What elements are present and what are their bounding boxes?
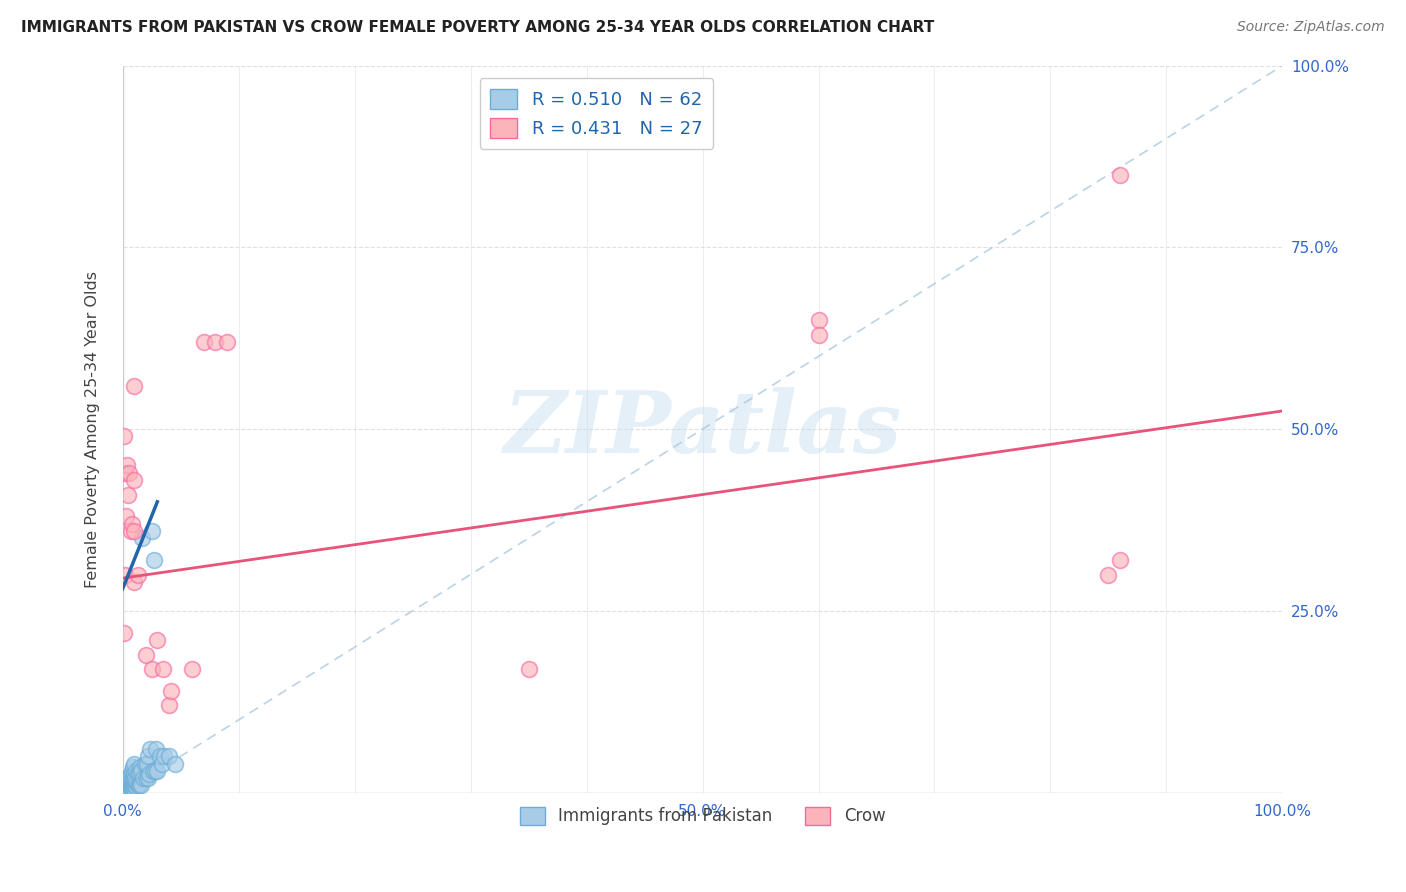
Point	[127, 567, 149, 582]
Point	[127, 767, 149, 781]
Point	[157, 698, 180, 713]
Point	[135, 648, 157, 662]
Point	[129, 760, 152, 774]
Point	[215, 334, 238, 349]
Point	[114, 567, 136, 582]
Point	[115, 782, 138, 797]
Point	[517, 662, 540, 676]
Point	[807, 327, 830, 342]
Point	[153, 749, 176, 764]
Point	[152, 662, 174, 676]
Point	[138, 767, 160, 781]
Point	[181, 662, 204, 676]
Point	[136, 749, 159, 764]
Point	[157, 749, 180, 764]
Point	[115, 782, 138, 797]
Point	[129, 764, 152, 778]
Point	[120, 524, 142, 538]
Point	[115, 509, 138, 524]
Point	[1097, 567, 1119, 582]
Point	[121, 516, 143, 531]
Point	[115, 458, 138, 473]
Point	[117, 778, 139, 792]
Point	[118, 772, 141, 787]
Point	[1109, 168, 1132, 182]
Point	[128, 778, 150, 792]
Point	[121, 764, 143, 778]
Point	[146, 764, 169, 778]
Legend: Immigrants from Pakistan, Crow: Immigrants from Pakistan, Crow	[509, 797, 896, 835]
Point	[1109, 553, 1132, 567]
Point	[122, 524, 145, 538]
Point	[122, 778, 145, 792]
Point	[117, 782, 139, 797]
Point	[141, 524, 163, 538]
Text: Source: ZipAtlas.com: Source: ZipAtlas.com	[1237, 20, 1385, 34]
Point	[122, 756, 145, 771]
Point	[163, 756, 186, 771]
Point	[122, 760, 145, 774]
Point	[122, 772, 145, 787]
Point	[122, 772, 145, 787]
Point	[118, 782, 141, 797]
Point	[124, 778, 146, 792]
Point	[142, 553, 165, 567]
Point	[204, 334, 226, 349]
Point	[134, 756, 156, 771]
Point	[114, 780, 136, 794]
Point	[129, 777, 152, 791]
Point	[122, 574, 145, 589]
Point	[122, 778, 145, 792]
Point	[128, 765, 150, 780]
Point	[114, 466, 136, 480]
Point	[121, 782, 143, 797]
Point	[120, 774, 142, 789]
Point	[118, 466, 141, 480]
Point	[117, 771, 139, 785]
Point	[145, 742, 167, 756]
Point	[125, 774, 148, 789]
Point	[129, 778, 152, 792]
Point	[142, 764, 165, 778]
Point	[139, 742, 162, 756]
Text: ZIPatlas: ZIPatlas	[503, 387, 901, 471]
Text: IMMIGRANTS FROM PAKISTAN VS CROW FEMALE POVERTY AMONG 25-34 YEAR OLDS CORRELATIO: IMMIGRANTS FROM PAKISTAN VS CROW FEMALE …	[21, 20, 935, 35]
Point	[132, 771, 155, 785]
Point	[112, 782, 135, 797]
Y-axis label: Female Poverty Among 25-34 Year Olds: Female Poverty Among 25-34 Year Olds	[86, 270, 100, 588]
Point	[807, 313, 830, 327]
Point	[125, 764, 148, 778]
Point	[122, 378, 145, 392]
Point	[115, 778, 138, 792]
Point	[117, 487, 139, 501]
Point	[122, 782, 145, 797]
Point	[160, 684, 183, 698]
Point	[118, 778, 141, 792]
Point	[143, 764, 166, 778]
Point	[193, 334, 215, 349]
Point	[141, 662, 163, 676]
Point	[112, 429, 135, 443]
Point	[146, 632, 169, 647]
Point	[120, 782, 142, 797]
Point	[124, 771, 146, 785]
Point	[135, 756, 157, 771]
Point	[112, 625, 135, 640]
Point	[121, 772, 143, 787]
Point	[131, 531, 153, 545]
Point	[149, 749, 172, 764]
Point	[115, 774, 138, 789]
Point	[121, 778, 143, 792]
Point	[150, 756, 173, 771]
Point	[135, 771, 157, 785]
Point	[122, 767, 145, 781]
Point	[125, 780, 148, 794]
Point	[136, 771, 159, 785]
Point	[120, 778, 142, 792]
Point	[122, 782, 145, 797]
Point	[122, 473, 145, 487]
Point	[127, 778, 149, 792]
Point	[120, 767, 142, 781]
